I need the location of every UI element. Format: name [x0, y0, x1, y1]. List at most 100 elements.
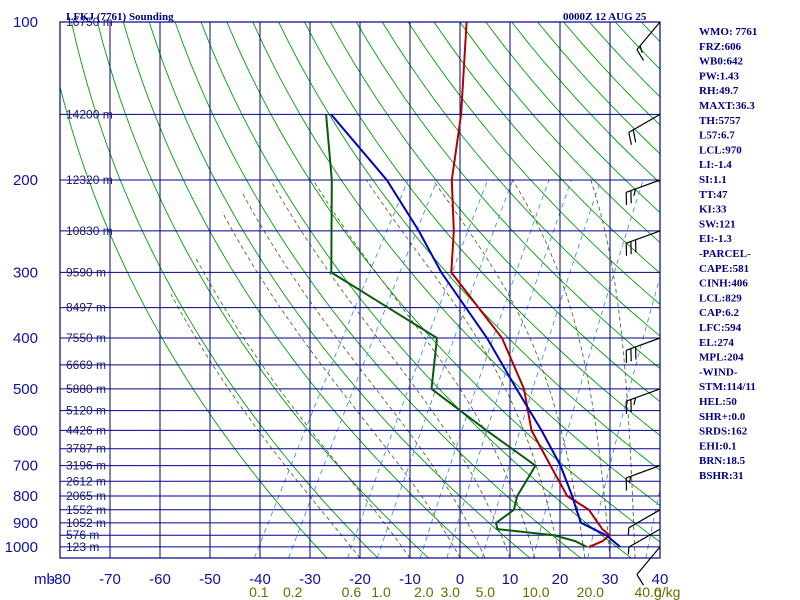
index-line: PW:1.43 — [699, 70, 740, 82]
wind-barb — [625, 465, 661, 491]
pressure-tick-label: 900 — [13, 515, 38, 532]
index-line: CINH:406 — [699, 278, 748, 290]
temperature-tick-label: -60 — [149, 571, 171, 588]
dry-adiabat-line — [330, 22, 660, 403]
index-line: SRDS:162 — [699, 426, 748, 438]
height-label: 10830 m — [66, 224, 113, 238]
wind-barb — [636, 546, 661, 586]
dry-adiabat-line — [304, 22, 660, 437]
wind-barb-staff — [636, 21, 661, 50]
wind-barbs — [625, 21, 661, 586]
pressure-tick-label: 600 — [13, 422, 38, 439]
plot-frame — [59, 21, 661, 559]
temperature-tick-label: -30 — [299, 571, 321, 588]
index-line: L57:6.7 — [699, 130, 735, 142]
index-line: SW:121 — [699, 218, 736, 230]
index-line: HEL:50 — [699, 396, 737, 408]
wind-barb-staff — [636, 546, 661, 575]
dry-adiabat-line — [60, 85, 328, 558]
wind-barb-staff — [625, 388, 661, 402]
temperature-tick-label: -40 — [249, 571, 271, 588]
index-line: CAPE:581 — [699, 263, 749, 275]
dry-adiabat-line — [459, 22, 660, 244]
sounding-traces — [325, 22, 621, 548]
pressure-tick-label: 500 — [13, 381, 38, 398]
moist-adiabat-line — [194, 256, 411, 558]
mixing-ratio-label: 2.0 — [414, 584, 434, 600]
mixing-ratio-label: 0.2 — [283, 584, 303, 600]
pressure-tick-label: 300 — [13, 264, 38, 281]
wind-barb-staff — [628, 528, 661, 548]
mixing-ratio-line — [347, 179, 489, 558]
wind-barb-flag — [633, 188, 637, 197]
wind-barb — [627, 528, 661, 555]
pressure-axis-label: mb — [34, 571, 55, 588]
temperature-tick-label: 20 — [552, 571, 569, 588]
height-label: 3787 m — [66, 442, 106, 456]
temperature-tick-label: 0 — [456, 571, 464, 588]
mixing-ratio-line — [587, 275, 660, 558]
wind-barb — [628, 113, 661, 145]
index-line: MPL:204 — [699, 352, 744, 364]
wind-barb — [625, 337, 661, 364]
moist-adiabat-line — [221, 211, 461, 558]
index-line: EL:274 — [699, 337, 734, 349]
pressure-tick-label: 1000 — [5, 539, 38, 556]
dry-adiabat-line — [433, 22, 660, 274]
index-line: SHR+:0.0 — [699, 411, 746, 423]
wind-barb — [636, 21, 661, 61]
height-label: 16750 m — [66, 15, 113, 29]
index-line: TH:5757 — [699, 115, 741, 127]
index-line: WB0:642 — [699, 56, 744, 68]
height-label: 123 m — [66, 540, 99, 554]
height-label: 7550 m — [66, 331, 106, 345]
index-line: BRN:18.5 — [699, 455, 746, 467]
height-label: 9590 m — [66, 265, 106, 279]
height-label: 14200 m — [66, 107, 113, 121]
mixing-ratio-label: 3.0 — [440, 584, 460, 600]
wind-barb — [625, 388, 661, 414]
height-label: 12320 m — [66, 173, 113, 187]
temperature-tick-label: -80 — [49, 571, 71, 588]
pressure-tick-label: 200 — [13, 172, 38, 189]
dry-adiabat-line — [174, 22, 581, 558]
wind-barb — [627, 509, 661, 536]
pressure-temperature-grid — [59, 21, 661, 559]
mixing-ratio-label: 40.0 — [634, 584, 661, 600]
dry-adiabat-line — [355, 22, 660, 370]
dry-adiabat-line — [381, 22, 660, 337]
mixing-ratio-label: 0.6 — [342, 584, 362, 600]
temperature-tick-label: 30 — [602, 571, 619, 588]
wind-barb-staff — [625, 465, 661, 479]
index-line: FRZ:606 — [699, 41, 742, 53]
index-line: LI:-1.4 — [699, 159, 732, 171]
height-label: 8497 m — [66, 301, 106, 315]
index-line: MAXT:36.3 — [699, 100, 755, 112]
mixing-ratio-label: 0.1 — [249, 584, 269, 600]
wind-barb-staff — [628, 509, 661, 529]
mixing-ratio-line — [376, 179, 514, 558]
moist-adiabat-line — [365, 179, 561, 558]
index-line: BSHR:31 — [699, 470, 744, 482]
dry-adiabat-line — [278, 22, 660, 471]
index-line: LCL:829 — [699, 292, 742, 304]
height-label: 4426 m — [66, 423, 106, 437]
height-label: 2065 m — [66, 489, 106, 503]
dry-adiabat-line — [226, 22, 660, 543]
mixing-ratio-label: 20.0 — [577, 584, 604, 600]
temperature-trace — [450, 22, 612, 548]
temperature-tick-label: -20 — [349, 571, 371, 588]
height-label: 6669 m — [66, 358, 106, 372]
dry-adiabat-line — [148, 22, 531, 558]
moist-adiabat-line — [432, 179, 586, 558]
moist-adiabat-line — [512, 179, 611, 558]
height-label: 5880 m — [66, 382, 106, 396]
wind-barb-staff — [628, 113, 661, 133]
index-line: LCL:970 — [699, 144, 742, 156]
wind-barb-flag — [633, 397, 637, 405]
wind-barb — [625, 179, 661, 206]
index-line: WMO: 7761 — [699, 26, 757, 38]
chart-title: LFKJ (7761) Sounding — [66, 11, 174, 23]
parcel-trace — [330, 113, 621, 548]
